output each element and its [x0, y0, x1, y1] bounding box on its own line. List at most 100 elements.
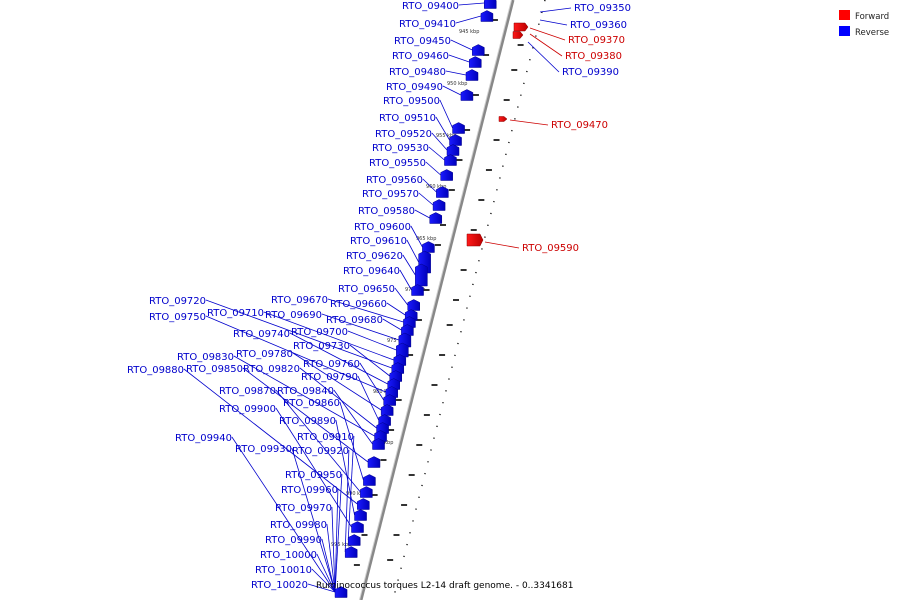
- reverse-gene-shape[interactable]: [396, 342, 409, 358]
- forward-gene-label[interactable]: RTO_09370: [568, 35, 625, 46]
- reverse-gene-shape[interactable]: [429, 212, 443, 224]
- reverse-gene-label[interactable]: RTO_09910: [297, 432, 354, 443]
- reverse-gene-label[interactable]: RTO_09990: [265, 535, 322, 546]
- forward-gene-label[interactable]: RTO_09380: [565, 51, 622, 62]
- reverse-gene-label[interactable]: RTO_10000: [260, 550, 317, 561]
- reverse-gene-label[interactable]: RTO_09820: [243, 364, 300, 375]
- reverse-gene-label[interactable]: RTO_09520: [375, 129, 432, 140]
- legend-reverse-label: Reverse: [855, 28, 889, 38]
- forward-gene-leader: [484, 241, 520, 249]
- forward-gene-shape[interactable]: [466, 233, 484, 247]
- reverse-gene-label[interactable]: RTO_09960: [281, 485, 338, 496]
- reverse-gene-shape[interactable]: [449, 134, 462, 146]
- reverse-gene-label[interactable]: RTO_09410: [399, 19, 456, 30]
- reverse-gene-shape[interactable]: [446, 144, 460, 156]
- reverse-gene-shape[interactable]: [334, 586, 348, 598]
- reverse-gene-label[interactable]: RTO_09450: [394, 36, 451, 47]
- reverse-gene-label[interactable]: RTO_09840: [277, 386, 334, 397]
- reverse-gene-label[interactable]: RTO_09490: [386, 82, 443, 93]
- reverse-gene-label[interactable]: RTO_09670: [271, 295, 328, 306]
- reverse-gene-label[interactable]: RTO_09930: [235, 444, 292, 455]
- reverse-gene-label[interactable]: RTO_09880: [127, 365, 184, 376]
- reverse-gene-shape[interactable]: [480, 10, 494, 22]
- reverse-gene-label[interactable]: RTO_09920: [292, 446, 349, 457]
- reverse-gene-label[interactable]: RTO_09870: [219, 386, 276, 397]
- reverse-gene-label[interactable]: RTO_09900: [219, 404, 276, 415]
- reverse-gene-label[interactable]: RTO_09860: [283, 398, 340, 409]
- reverse-gene-shape[interactable]: [465, 69, 479, 81]
- forward-gene-label[interactable]: RTO_09360: [570, 20, 627, 31]
- reverse-gene-label[interactable]: RTO_09660: [330, 299, 387, 310]
- reverse-gene-label[interactable]: RTO_09580: [358, 206, 415, 217]
- reverse-gene-label[interactable]: RTO_09480: [389, 67, 446, 78]
- forward-gene-shape[interactable]: [498, 116, 508, 122]
- reverse-gene-shape[interactable]: [483, 0, 497, 9]
- reverse-gene-shape[interactable]: [383, 394, 396, 406]
- reverse-gene-label[interactable]: RTO_09560: [366, 175, 423, 186]
- reverse-gene-label[interactable]: RTO_09690: [265, 310, 322, 321]
- forward-gene-label[interactable]: RTO_09590: [522, 243, 579, 254]
- reverse-gene-label[interactable]: RTO_09460: [392, 51, 449, 62]
- reverse-gene-shape[interactable]: [407, 299, 420, 311]
- reverse-gene-shape[interactable]: [444, 154, 457, 166]
- reverse-gene-label[interactable]: RTO_09570: [362, 189, 419, 200]
- reverse-gene-shape[interactable]: [363, 474, 376, 486]
- reverse-gene-shape[interactable]: [360, 486, 373, 498]
- reverse-gene-label[interactable]: RTO_09750: [149, 312, 206, 323]
- reverse-gene-shape[interactable]: [469, 56, 482, 68]
- reverse-gene-label[interactable]: RTO_09650: [338, 284, 395, 295]
- reverse-gene-label[interactable]: RTO_09400: [402, 1, 459, 12]
- reverse-gene-label[interactable]: RTO_09710: [207, 308, 264, 319]
- reverse-gene-shape[interactable]: [422, 241, 435, 253]
- reverse-gene-label[interactable]: RTO_10020: [251, 580, 308, 591]
- reverse-gene-label[interactable]: RTO_09980: [270, 520, 327, 531]
- forward-gene-label[interactable]: RTO_09390: [562, 67, 619, 78]
- reverse-gene-label[interactable]: RTO_09510: [379, 113, 436, 124]
- reverse-gene-shape[interactable]: [357, 498, 370, 510]
- reverse-gene-label[interactable]: RTO_09940: [175, 433, 232, 444]
- reverse-gene-shape[interactable]: [354, 509, 367, 521]
- reverse-gene-shape[interactable]: [380, 404, 394, 416]
- reverse-gene-shape[interactable]: [436, 186, 449, 198]
- reverse-gene-shape[interactable]: [344, 546, 358, 558]
- reverse-gene-label[interactable]: RTO_09790: [301, 372, 358, 383]
- reverse-gene-label[interactable]: RTO_09760: [303, 359, 360, 370]
- reverse-gene-label[interactable]: RTO_09550: [369, 158, 426, 169]
- reverse-gene-label[interactable]: RTO_09950: [285, 470, 342, 481]
- reverse-gene-label[interactable]: RTO_09600: [354, 222, 411, 233]
- reverse-gene-label[interactable]: RTO_09850: [186, 364, 243, 375]
- reverse-gene-label[interactable]: RTO_09830: [177, 352, 234, 363]
- reverse-gene-label[interactable]: RTO_09740: [233, 329, 290, 340]
- reverse-gene-shape[interactable]: [347, 534, 361, 546]
- reverse-gene-shape[interactable]: [411, 284, 424, 296]
- reverse-gene-shape[interactable]: [401, 324, 414, 336]
- reverse-gene-leader: [344, 449, 350, 553]
- scale-tick-label: 975 kbp: [387, 338, 407, 344]
- reverse-gene-label[interactable]: RTO_09500: [383, 96, 440, 107]
- reverse-gene-label[interactable]: RTO_09730: [293, 341, 350, 352]
- reverse-gene-label[interactable]: RTO_09680: [326, 315, 383, 326]
- reverse-gene-label[interactable]: RTO_09620: [346, 251, 403, 262]
- reverse-gene-shape[interactable]: [460, 89, 474, 101]
- reverse-gene-shape[interactable]: [372, 438, 385, 450]
- reverse-gene-label[interactable]: RTO_09890: [279, 416, 336, 427]
- reverse-gene-shape[interactable]: [452, 122, 465, 134]
- reverse-gene-label[interactable]: RTO_09700: [291, 327, 348, 338]
- reverse-gene-shape[interactable]: [415, 263, 428, 287]
- reverse-gene-label[interactable]: RTO_09780: [236, 349, 293, 360]
- reverse-gene-shape[interactable]: [432, 199, 446, 211]
- reverse-gene-shape[interactable]: [472, 44, 485, 56]
- reverse-gene-label[interactable]: RTO_09610: [350, 236, 407, 247]
- reverse-gene-label[interactable]: RTO_09640: [343, 266, 400, 277]
- forward-gene-shape[interactable]: [512, 31, 524, 39]
- reverse-gene-label[interactable]: RTO_10010: [255, 565, 312, 576]
- reverse-gene-label[interactable]: RTO_09720: [149, 296, 206, 307]
- forward-gene-label[interactable]: RTO_09470: [551, 120, 608, 131]
- reverse-gene-shape[interactable]: [367, 456, 381, 468]
- reverse-gene-label[interactable]: RTO_09970: [275, 503, 332, 514]
- forward-gene-shape[interactable]: [513, 22, 529, 32]
- reverse-gene-shape[interactable]: [351, 521, 364, 533]
- reverse-gene-label[interactable]: RTO_09530: [372, 143, 429, 154]
- forward-gene-label[interactable]: RTO_09350: [574, 3, 631, 14]
- reverse-gene-shape[interactable]: [440, 169, 453, 181]
